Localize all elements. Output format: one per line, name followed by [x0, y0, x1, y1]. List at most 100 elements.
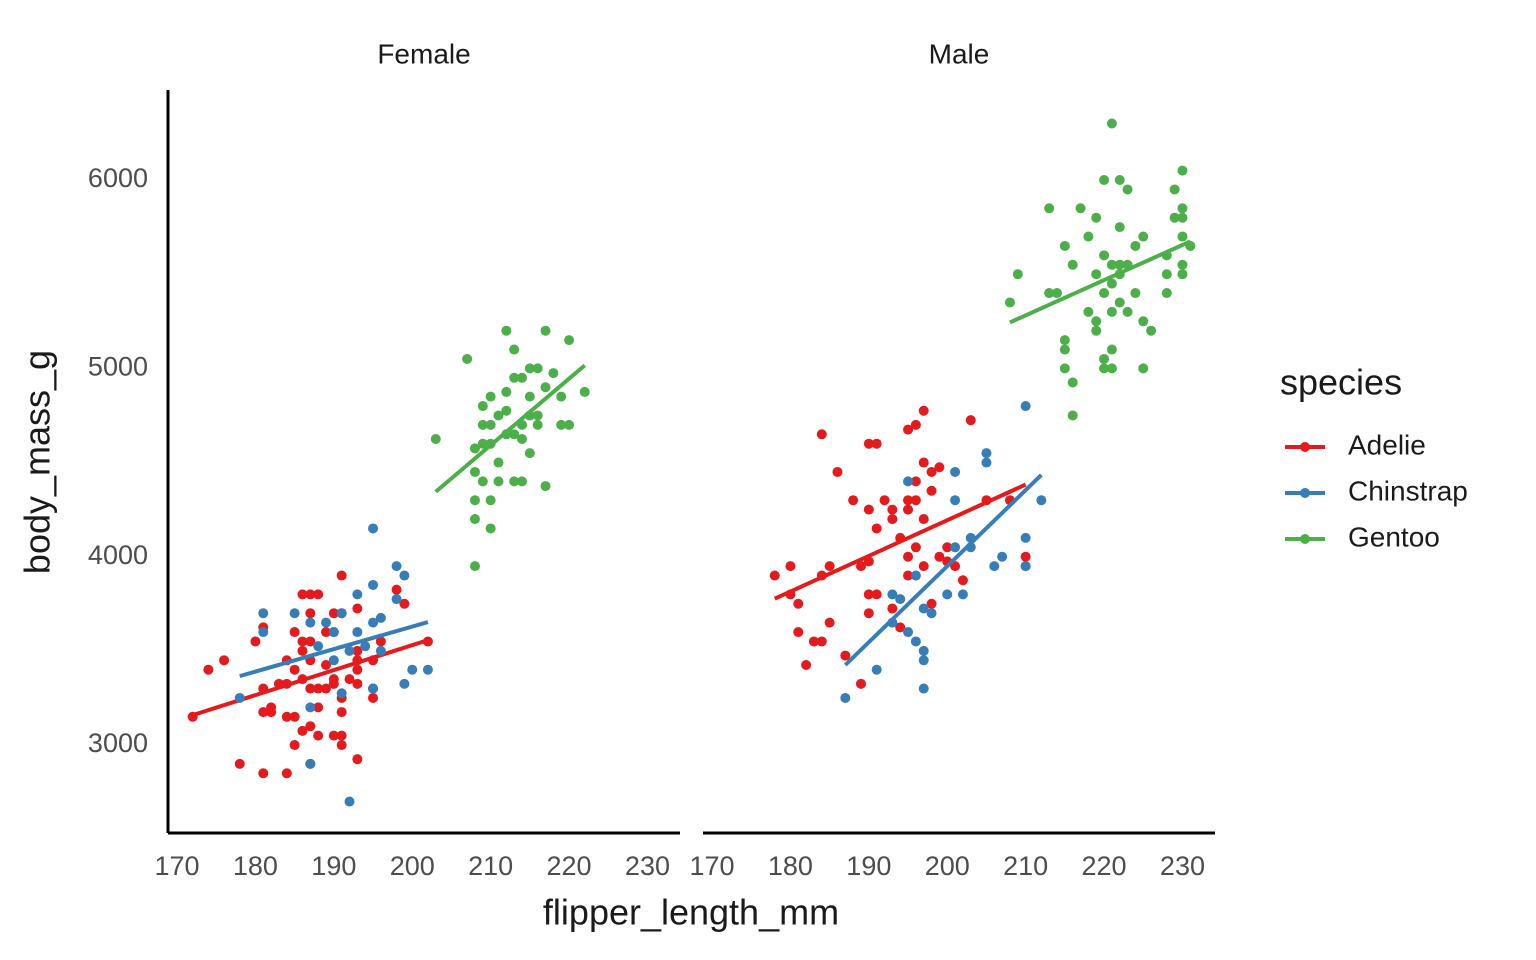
- point: [871, 664, 882, 675]
- point: [524, 363, 535, 374]
- point: [910, 419, 921, 430]
- point: [532, 410, 543, 421]
- point: [234, 692, 245, 703]
- x-tick-label: 230: [1160, 851, 1205, 881]
- facet-title: Male: [929, 38, 990, 69]
- point: [564, 419, 575, 430]
- point: [352, 678, 363, 689]
- point: [509, 372, 520, 383]
- point: [469, 466, 480, 477]
- point: [887, 514, 898, 525]
- point: [1059, 363, 1070, 374]
- point: [407, 664, 418, 675]
- point: [540, 481, 551, 492]
- point: [289, 627, 300, 638]
- point: [910, 570, 921, 581]
- point: [942, 589, 953, 600]
- point: [1106, 344, 1117, 355]
- point: [305, 758, 316, 769]
- point: [824, 617, 835, 628]
- point: [289, 740, 300, 751]
- point: [305, 617, 316, 628]
- point: [816, 636, 827, 647]
- fit-line: [773, 482, 1027, 601]
- point: [950, 466, 961, 477]
- point: [1099, 353, 1110, 364]
- point: [391, 561, 402, 572]
- point: [887, 603, 898, 614]
- point: [863, 438, 874, 449]
- point: [469, 495, 480, 506]
- x-tick-label: 180: [768, 851, 813, 881]
- point: [524, 391, 535, 402]
- point: [1146, 325, 1157, 336]
- point: [313, 641, 324, 652]
- point: [1044, 288, 1055, 299]
- point: [981, 448, 992, 459]
- point: [887, 504, 898, 515]
- point: [1067, 259, 1078, 270]
- point: [368, 692, 379, 703]
- point: [352, 664, 363, 675]
- legend-key-point: [1300, 488, 1310, 498]
- point: [328, 655, 339, 666]
- legend-key-point: [1300, 442, 1310, 452]
- x-tick-label: 220: [547, 851, 592, 881]
- point: [258, 608, 269, 619]
- point: [352, 754, 363, 765]
- point: [855, 678, 866, 689]
- point: [289, 664, 300, 675]
- point: [234, 758, 245, 769]
- point: [336, 740, 347, 751]
- point: [1114, 259, 1125, 270]
- point: [524, 448, 535, 459]
- point: [540, 325, 551, 336]
- point: [855, 561, 866, 572]
- point: [399, 678, 410, 689]
- point: [485, 419, 496, 430]
- point: [769, 570, 780, 581]
- point: [1138, 363, 1149, 374]
- point: [532, 363, 543, 374]
- point: [266, 707, 277, 718]
- x-tick-label: 200: [390, 851, 435, 881]
- point: [336, 730, 347, 741]
- point: [399, 570, 410, 581]
- point: [848, 495, 859, 506]
- point: [399, 598, 410, 609]
- point: [344, 674, 355, 685]
- point: [556, 391, 567, 402]
- point: [1138, 231, 1149, 242]
- point: [910, 495, 921, 506]
- point: [785, 561, 796, 572]
- point: [1177, 269, 1188, 280]
- point: [540, 382, 551, 393]
- point: [965, 415, 976, 426]
- point: [1106, 118, 1117, 129]
- y-tick-label: 4000: [88, 540, 148, 570]
- point: [1044, 203, 1055, 214]
- point: [1177, 203, 1188, 214]
- point: [1020, 532, 1031, 543]
- point: [934, 462, 945, 473]
- point: [926, 466, 937, 477]
- point: [328, 730, 339, 741]
- point: [1036, 495, 1047, 506]
- point: [903, 424, 914, 435]
- point: [305, 636, 316, 647]
- fit-line: [843, 473, 1043, 667]
- point: [203, 664, 214, 675]
- point: [1091, 316, 1102, 327]
- point: [1106, 306, 1117, 317]
- point: [493, 476, 504, 487]
- point: [336, 688, 347, 699]
- point: [368, 683, 379, 694]
- point: [320, 617, 331, 628]
- point: [903, 570, 914, 581]
- point: [509, 429, 520, 440]
- point: [430, 433, 441, 444]
- point: [1177, 231, 1188, 242]
- point: [1052, 288, 1063, 299]
- point: [219, 655, 230, 666]
- point: [1106, 363, 1117, 374]
